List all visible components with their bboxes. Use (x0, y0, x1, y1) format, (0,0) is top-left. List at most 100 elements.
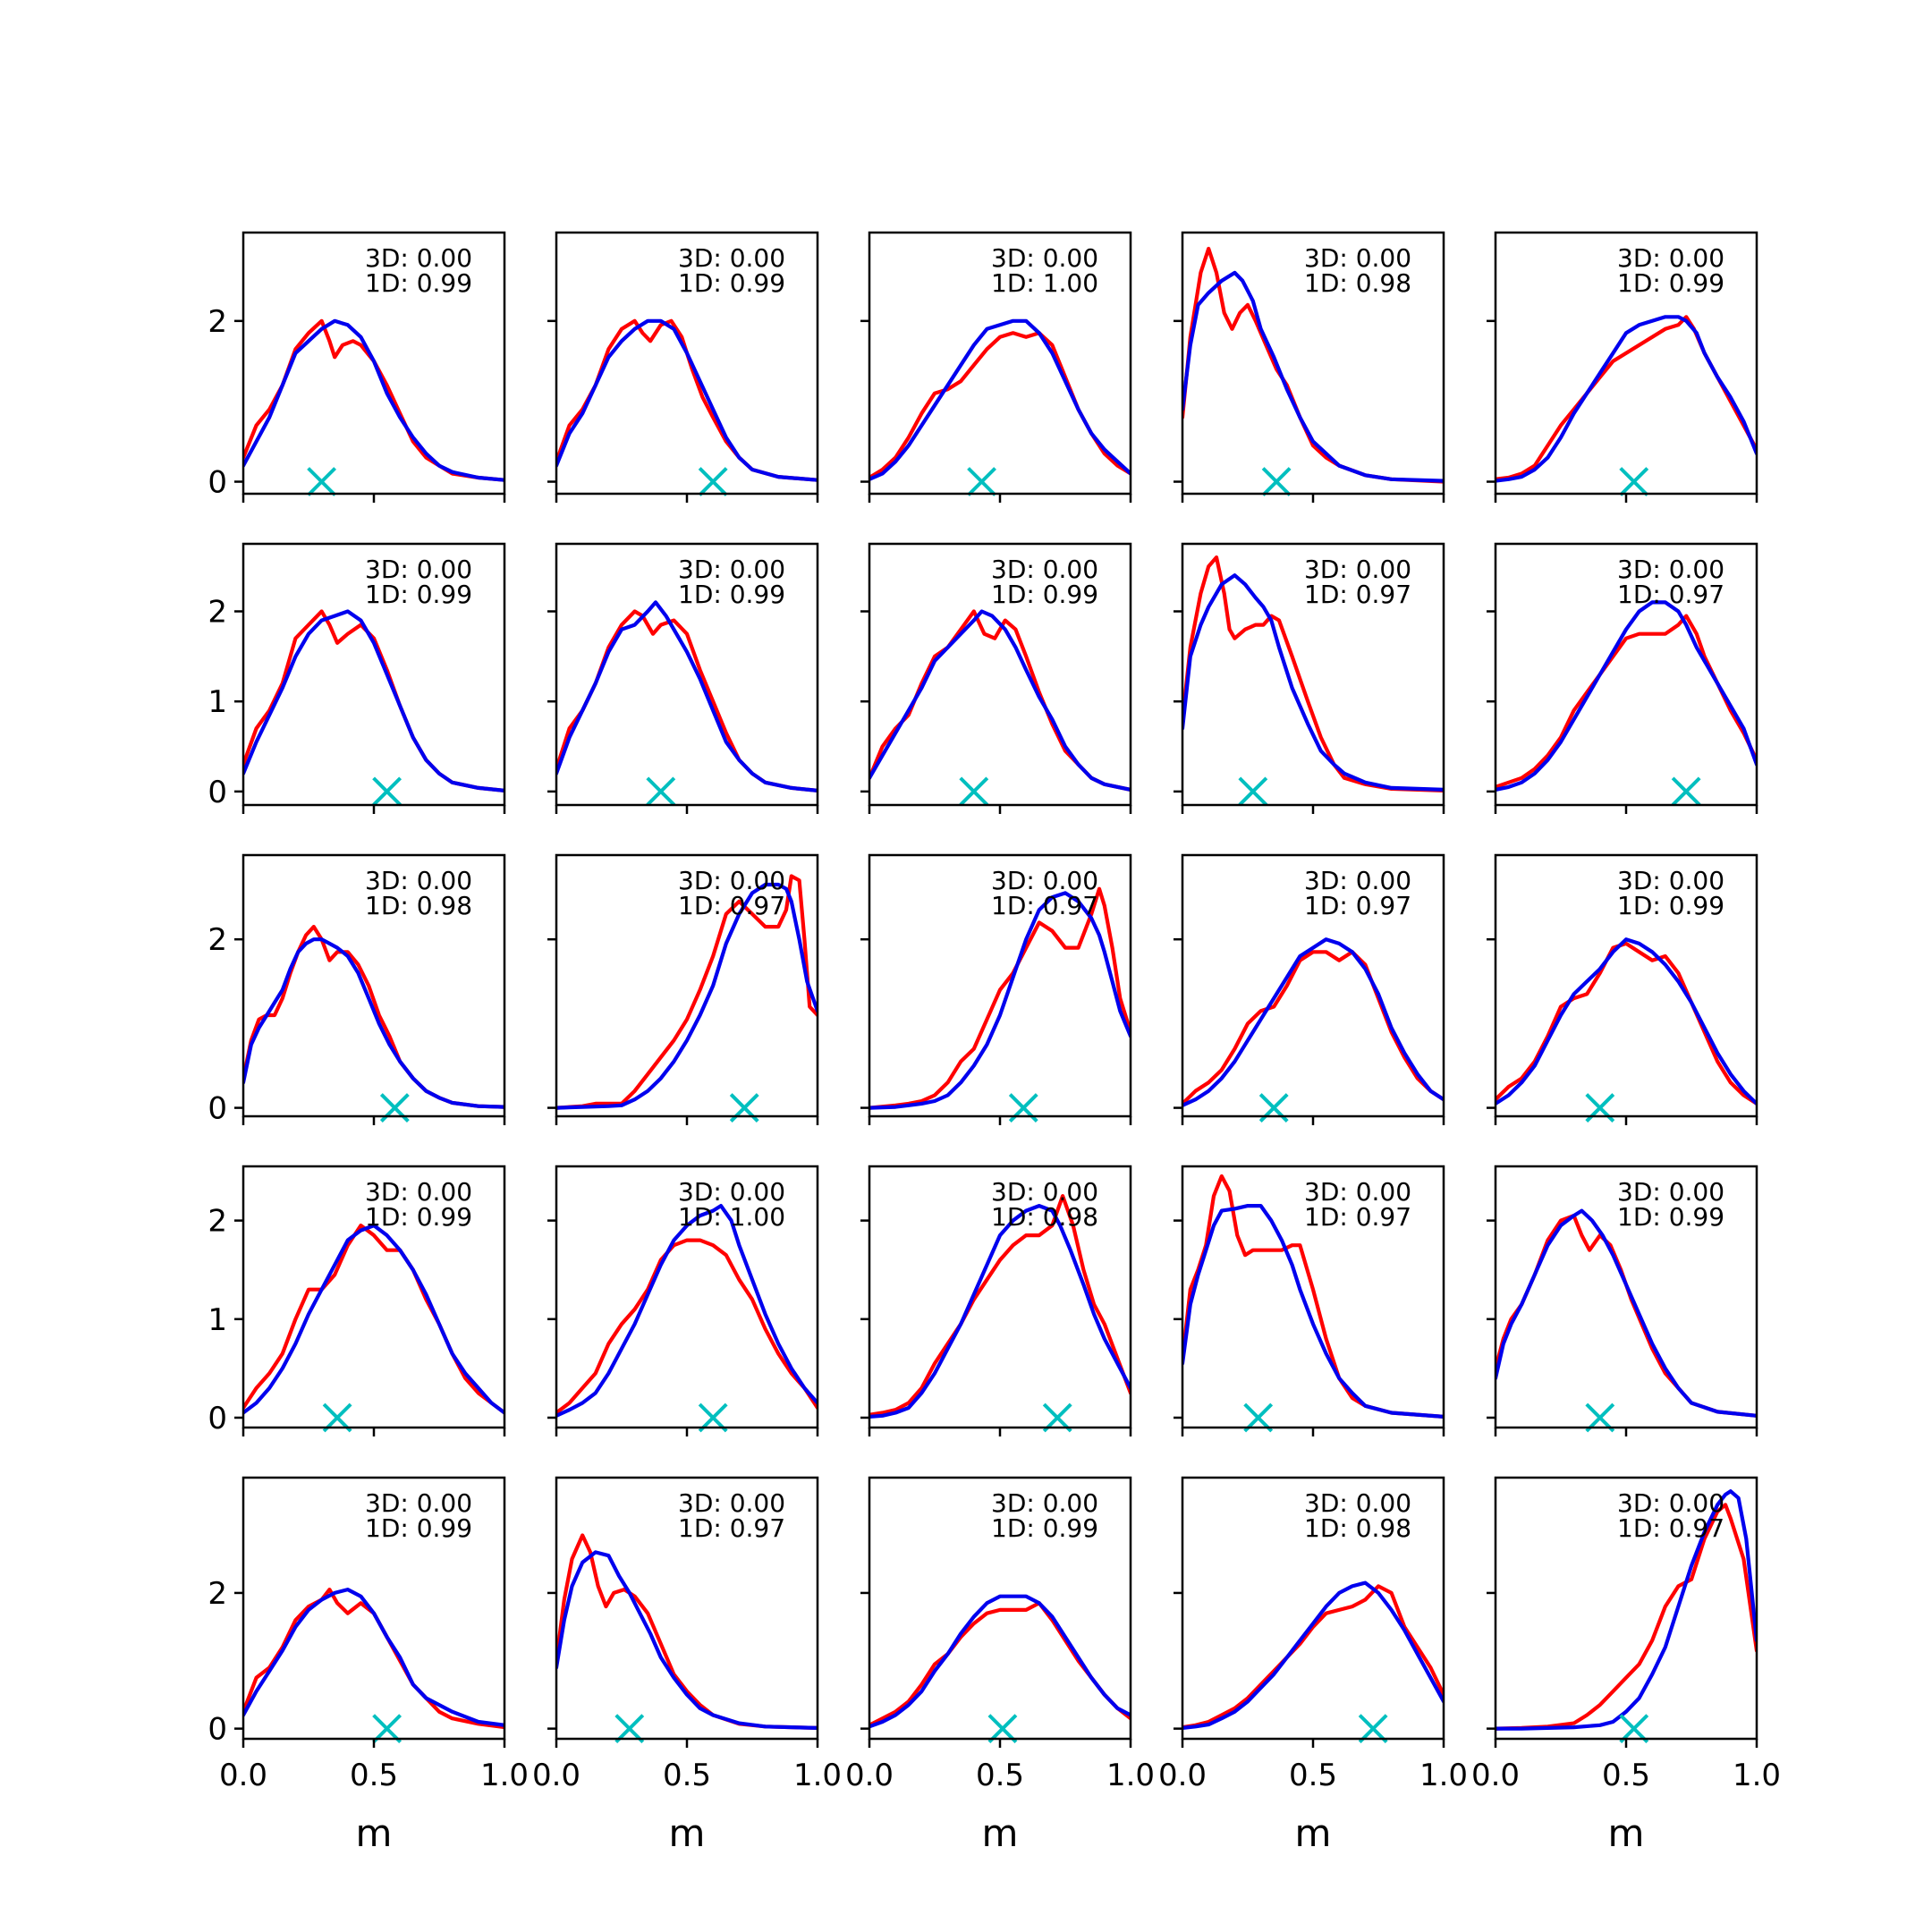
annotation-1d: 1D: 0.98 (1304, 268, 1411, 298)
series-blue-curve (243, 609, 504, 793)
series-blue-curve (1496, 937, 1757, 1106)
annotation-1d: 1D: 0.99 (1617, 268, 1724, 298)
x-tick-label: 1.0 (1106, 1758, 1155, 1793)
annotation-1d: 1D: 0.97 (1617, 1513, 1724, 1543)
series-blue-curve (243, 318, 504, 482)
annotation-3d: 3D: 0.00 (1617, 555, 1724, 584)
marker-x-stroke (1671, 776, 1701, 807)
y-tick-label: 0 (208, 1091, 227, 1127)
annotation-1d: 1D: 1.00 (678, 1202, 785, 1232)
annotation-3d: 3D: 0.00 (991, 1488, 1098, 1518)
marker-x (614, 1714, 645, 1744)
series-blue-curve (243, 937, 504, 1109)
marker-x-stroke (372, 1714, 402, 1744)
marker-x-stroke (959, 776, 989, 807)
x-tick-label: 0.5 (350, 1758, 398, 1793)
annotation-1d: 1D: 0.98 (365, 891, 472, 920)
series-red-curve (243, 1587, 504, 1730)
marker-x (1619, 1714, 1649, 1744)
marker-x (1261, 467, 1292, 496)
series-blue-curve (1496, 1208, 1757, 1418)
annotation-3d: 3D: 0.00 (991, 555, 1098, 584)
annotation-3d: 3D: 0.00 (678, 1177, 785, 1207)
marker-x-stroke (967, 467, 996, 496)
series-blue-curve (243, 1587, 504, 1727)
series-blue-curve (556, 318, 818, 482)
marker-x (967, 467, 996, 496)
marker-x (372, 1714, 402, 1744)
marker-x-stroke (987, 1714, 1018, 1744)
annotation-3d: 3D: 0.00 (365, 555, 472, 584)
x-axis-label: m (1295, 1811, 1332, 1855)
annotation-3d: 3D: 0.00 (1304, 1488, 1411, 1518)
series-red-curve (1182, 950, 1444, 1106)
marker-x (646, 776, 676, 807)
y-tick-label: 0 (208, 775, 227, 810)
annotation-1d: 1D: 0.99 (1617, 1202, 1724, 1232)
annotation-1d: 1D: 0.99 (365, 580, 472, 609)
annotation-3d: 3D: 0.00 (991, 1177, 1098, 1207)
series-blue-curve (869, 609, 1131, 792)
x-axis-label: m (1608, 1811, 1645, 1855)
annotation-3d: 3D: 0.00 (1617, 1177, 1724, 1207)
y-tick-label: 2 (208, 595, 227, 631)
annotation-3d: 3D: 0.00 (1617, 866, 1724, 895)
series-blue-curve (1182, 573, 1444, 792)
x-tick-label: 0.5 (1289, 1758, 1337, 1793)
annotation-1d: 1D: 0.99 (991, 1513, 1098, 1543)
series-blue-curve (1182, 937, 1444, 1107)
series-blue-curve (1182, 1203, 1444, 1419)
marker-x (1671, 776, 1701, 807)
marker-x (1358, 1714, 1388, 1744)
annotation-1d: 1D: 0.98 (1304, 1513, 1411, 1543)
series-blue-curve (556, 882, 818, 1110)
y-tick-label: 0 (208, 1401, 227, 1436)
series-blue-curve (556, 1203, 818, 1418)
marker-x-stroke (1619, 1714, 1649, 1744)
annotation-3d: 3D: 0.00 (1304, 555, 1411, 584)
marker-x-stroke (1238, 776, 1268, 807)
y-tick-label: 2 (208, 1576, 227, 1612)
marker-x-stroke (698, 467, 728, 496)
y-tick-label: 1 (208, 1302, 227, 1338)
x-tick-label: 0.0 (532, 1758, 580, 1793)
series-blue-curve (1496, 315, 1757, 483)
marker-x-stroke (307, 467, 337, 496)
annotation-3d: 3D: 0.00 (1304, 243, 1411, 273)
annotation-3d: 3D: 0.00 (678, 243, 785, 273)
x-tick-label: 0.5 (663, 1758, 711, 1793)
y-tick-label: 0 (208, 1712, 227, 1748)
y-tick-label: 0 (208, 465, 227, 501)
x-tick-label: 0.5 (1602, 1758, 1650, 1793)
annotation-1d: 1D: 0.97 (991, 891, 1098, 920)
series-red-curve (1496, 941, 1757, 1106)
x-axis-label: m (356, 1811, 393, 1855)
annotation-1d: 1D: 0.97 (1304, 580, 1411, 609)
annotation-1d: 1D: 0.99 (991, 580, 1098, 609)
annotation-1d: 1D: 0.99 (678, 580, 785, 609)
annotation-3d: 3D: 0.00 (678, 866, 785, 895)
annotation-1d: 1D: 0.97 (678, 891, 785, 920)
marker-x (307, 467, 337, 496)
y-tick-label: 1 (208, 684, 227, 720)
marker-x-stroke (614, 1714, 645, 1744)
series-blue-curve (556, 600, 818, 793)
series-blue-curve (1182, 1580, 1444, 1731)
series-red-curve (1496, 1503, 1757, 1731)
marker-x (372, 776, 402, 807)
